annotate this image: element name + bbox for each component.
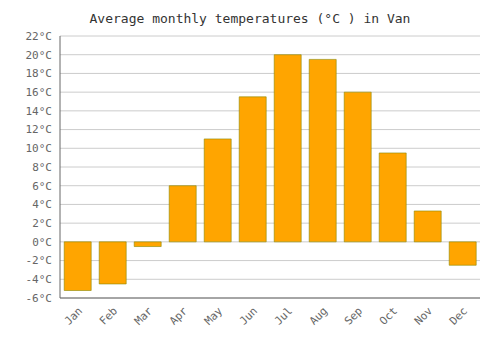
svg-text:16°C: 16°C [26, 86, 53, 99]
svg-text:Jul: Jul [272, 304, 295, 327]
svg-text:Sep: Sep [342, 304, 365, 327]
svg-text:-2°C: -2°C [26, 254, 53, 267]
svg-text:Jun: Jun [237, 304, 260, 327]
svg-text:Mar: Mar [132, 304, 156, 328]
svg-text:Aug: Aug [307, 304, 330, 327]
svg-text:0°C: 0°C [32, 236, 52, 249]
svg-text:6°C: 6°C [32, 180, 52, 193]
svg-text:2°C: 2°C [32, 217, 52, 230]
svg-text:May: May [202, 304, 226, 328]
svg-text:-4°C: -4°C [26, 273, 53, 286]
svg-text:-6°C: -6°C [26, 292, 53, 305]
svg-text:8°C: 8°C [32, 161, 52, 174]
svg-text:18°C: 18°C [26, 67, 53, 80]
svg-text:Dec: Dec [447, 304, 470, 327]
svg-text:Nov: Nov [412, 304, 436, 328]
svg-text:Apr: Apr [167, 304, 191, 328]
svg-text:12°C: 12°C [26, 123, 53, 136]
svg-text:Feb: Feb [97, 304, 120, 327]
svg-text:Jan: Jan [62, 304, 85, 327]
svg-text:14°C: 14°C [26, 105, 53, 118]
html-text:Average monthly temperatures (: Average monthly temperatures (°C ) in Va… [89, 11, 411, 26]
svg-text:4°C: 4°C [32, 198, 52, 211]
svg-text:10°C: 10°C [26, 142, 53, 155]
svg-text:22°C: 22°C [26, 30, 53, 43]
svg-text:Oct: Oct [377, 304, 400, 327]
svg-text:20°C: 20°C [26, 49, 53, 62]
